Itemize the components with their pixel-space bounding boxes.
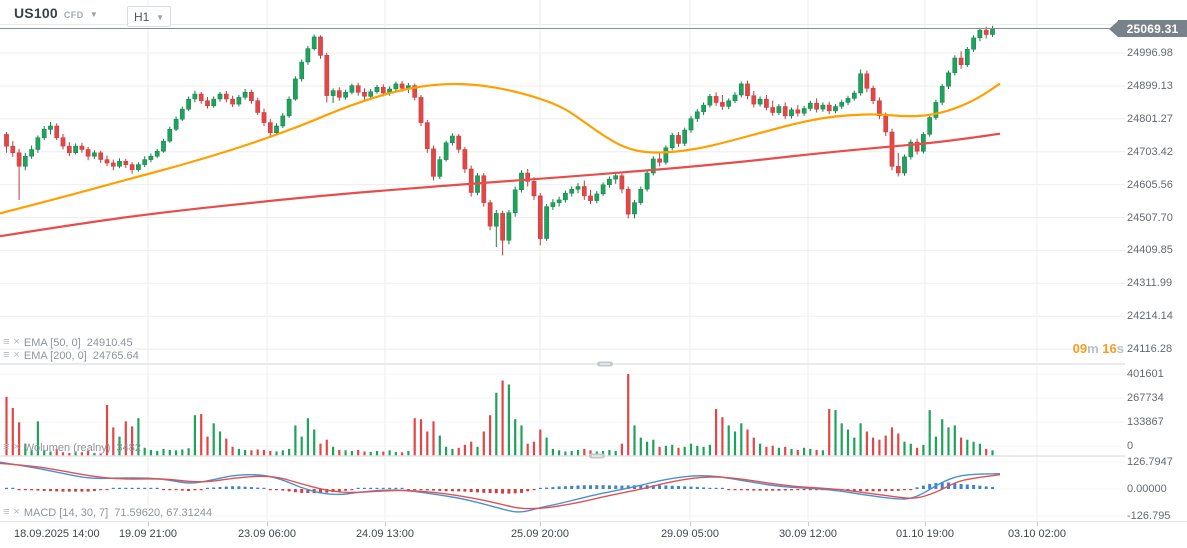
ema50-value: 24910.45 bbox=[86, 336, 133, 349]
indicator-close-icon[interactable]: × bbox=[13, 349, 20, 361]
time-tick: 29.09 05:00 bbox=[660, 528, 720, 540]
time-tick-mark bbox=[808, 522, 809, 526]
chevron-down-icon: ▼ bbox=[156, 13, 164, 22]
volume-value: 3482 bbox=[116, 441, 141, 454]
macd-tick: 0.00000 bbox=[1127, 483, 1167, 495]
price-tag-arrow-icon bbox=[1109, 20, 1118, 37]
time-tick-mark bbox=[925, 522, 926, 526]
candles-layer bbox=[4, 25, 995, 256]
price-tick: 24507.70 bbox=[1127, 211, 1173, 224]
chevron-down-icon: ▼ bbox=[89, 9, 98, 19]
time-tick: 19.09 21:00 bbox=[118, 528, 178, 540]
time-tick: 23.09 06:00 bbox=[237, 528, 297, 540]
indicator-row-ema200: ≡ × EMA [200, 0] 24765.64 bbox=[3, 349, 139, 362]
macd-lines bbox=[0, 461, 1001, 513]
ema200-line bbox=[0, 132, 1001, 238]
time-tick-mark bbox=[385, 522, 386, 526]
volume-label: Wolumen (realny) bbox=[23, 441, 111, 454]
indicator-row-volume: ≡ × Wolumen (realny) 3482 bbox=[3, 441, 141, 454]
instrument-type-badge: CFD bbox=[63, 9, 84, 20]
indicator-close-icon[interactable]: × bbox=[13, 441, 20, 453]
indicator-row-macd: ≡ × MACD [14, 30, 7] 71.59620, 67.31244 bbox=[3, 506, 212, 519]
indicator-settings-icon[interactable]: ≡ bbox=[3, 336, 10, 348]
price-tick: 24409.85 bbox=[1127, 244, 1173, 257]
volume-tick: 267734 bbox=[1127, 392, 1164, 404]
time-tick-mark bbox=[1037, 522, 1038, 526]
pane-dividers bbox=[0, 361, 1125, 459]
header-divider bbox=[0, 24, 1187, 25]
macd-value: 71.59620, 67.31244 bbox=[114, 506, 213, 519]
price-tick: 24214.14 bbox=[1127, 310, 1173, 323]
macd-tick: -126.795 bbox=[1127, 510, 1171, 522]
ema50-label: EMA [50, 0] bbox=[23, 336, 81, 349]
volume-bars bbox=[5, 374, 994, 456]
price-tick: 24996.98 bbox=[1127, 47, 1173, 59]
price-tag-value: 25069.31 bbox=[1118, 20, 1187, 37]
time-tick-mark bbox=[540, 522, 541, 526]
current-price-tag: 25069.31 bbox=[1109, 20, 1187, 37]
price-tick: 24605.56 bbox=[1127, 178, 1173, 191]
price-tick: 24899.13 bbox=[1127, 79, 1173, 92]
chart-canvas[interactable] bbox=[0, 0, 1187, 521]
volume-tick: 401601 bbox=[1127, 368, 1164, 380]
indicator-settings-icon[interactable]: ≡ bbox=[3, 506, 10, 518]
indicator-row-ema50: ≡ × EMA [50, 0] 24910.45 bbox=[3, 336, 133, 349]
timeframe-label: H1 bbox=[134, 9, 150, 24]
timeframe-selector[interactable]: H1 ▼ bbox=[127, 6, 171, 27]
symbol-selector[interactable]: US100 CFD ▼ bbox=[14, 3, 106, 24]
time-tick: 25.09 20:00 bbox=[510, 528, 570, 540]
macd-histogram bbox=[5, 482, 994, 494]
time-tick-mark bbox=[267, 522, 268, 526]
time-tick: 24.09 13:00 bbox=[355, 528, 415, 540]
time-tick-mark bbox=[690, 522, 691, 526]
macd-label: MACD [14, 30, 7] bbox=[23, 506, 109, 519]
ema200-label: EMA [200, 0] bbox=[23, 349, 87, 362]
time-tick-mark bbox=[148, 522, 149, 526]
time-tick: 18.09.2025 14:00 bbox=[14, 528, 100, 540]
macd-tick: 126.7947 bbox=[1127, 456, 1173, 468]
time-axis[interactable]: 18.09.2025 14:00 19.09 21:00 23.09 06:00 24… bbox=[0, 521, 1187, 548]
candle-countdown-timer: 09m 16s bbox=[1072, 341, 1124, 356]
symbol-label: US100 bbox=[14, 5, 58, 21]
ema-lines bbox=[0, 82, 1001, 238]
time-tick: 01.10 19:00 bbox=[895, 528, 955, 540]
indicator-settings-icon[interactable]: ≡ bbox=[3, 441, 10, 453]
indicator-settings-icon[interactable]: ≡ bbox=[3, 349, 10, 361]
time-tick: 03.10 02:00 bbox=[1007, 528, 1067, 540]
ema200-value: 24765.64 bbox=[92, 349, 139, 362]
price-tick: 24801.27 bbox=[1127, 112, 1173, 125]
indicator-close-icon[interactable]: × bbox=[13, 336, 20, 348]
current-price-line bbox=[0, 28, 1112, 29]
grid-layer bbox=[0, 0, 1125, 520]
price-tick: 24703.42 bbox=[1127, 145, 1173, 158]
volume-tick: 0 bbox=[1127, 440, 1134, 452]
ema50-line bbox=[0, 82, 1001, 215]
volume-tick: 133867 bbox=[1127, 416, 1164, 428]
price-tick: 24311.99 bbox=[1127, 277, 1173, 290]
price-tick: 24116.28 bbox=[1127, 343, 1173, 356]
time-tick: 30.09 12:00 bbox=[778, 528, 838, 540]
indicator-close-icon[interactable]: × bbox=[13, 506, 20, 518]
